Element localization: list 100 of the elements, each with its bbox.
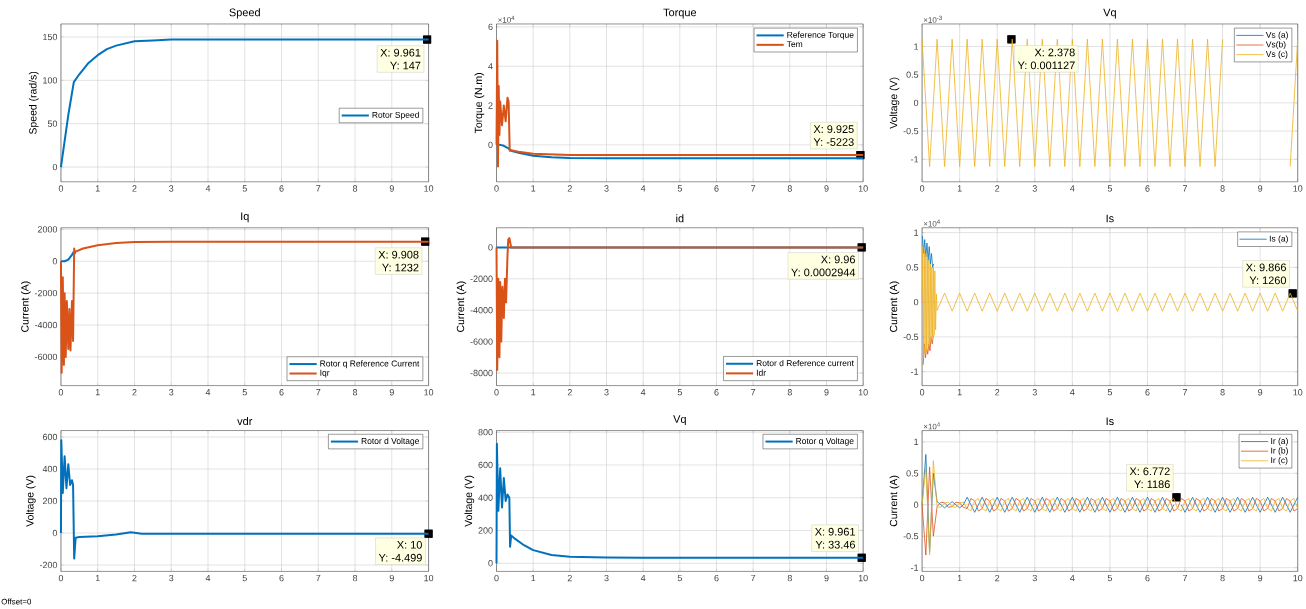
y-tick-label: 0	[488, 141, 493, 148]
x-tick-label: 6	[714, 574, 719, 582]
chart-title: id	[676, 214, 684, 223]
x-tick-label: 7	[316, 185, 321, 192]
x-tick-label: 3	[604, 388, 609, 396]
x-tick-label: 8	[1220, 388, 1225, 396]
chart-title: Iq	[241, 212, 249, 223]
y-tick-label: 600	[42, 433, 58, 440]
annotation: Y: 147	[390, 61, 421, 70]
x-tick-label: 10	[858, 574, 868, 582]
x-tick-label: 6	[279, 185, 284, 192]
x-tick-label: 7	[751, 574, 756, 581]
x-tick-label: 10	[424, 185, 434, 192]
x-tick-label: 0	[919, 185, 925, 192]
y-tick-label: 0	[52, 257, 58, 265]
y-tick-label: -0.5	[903, 532, 919, 540]
x-tick-label: 4	[640, 185, 646, 192]
y-tick-label: -6000	[470, 338, 493, 345]
x-tick-label: 9	[389, 388, 394, 396]
legend-label: Ir (c)	[1271, 456, 1288, 465]
annotation: Y: 1232	[382, 263, 419, 272]
y-tick-label: 200	[478, 527, 493, 534]
annotation: X: 9.925	[813, 125, 854, 133]
y-tick-label: -0.5	[903, 127, 919, 135]
x-tick-label: 3	[169, 185, 174, 192]
annotation: X: 9.961	[814, 527, 855, 536]
x-tick-label: 10	[1293, 574, 1303, 582]
y-tick-label: -4000	[470, 306, 493, 314]
x-tick-label: 10	[424, 388, 434, 396]
y-tick-label: -6000	[34, 353, 58, 360]
annotation: Y: 1260	[1249, 276, 1287, 285]
y-tick-label: 0	[488, 244, 493, 251]
x-tick-label: 4	[640, 388, 646, 396]
y-tick-label: -1	[911, 368, 919, 375]
chart-title: vdr	[237, 416, 253, 425]
y-axis-title: Voltage (V)	[464, 475, 475, 527]
y-axis-title: Current (A)	[889, 281, 900, 332]
x-tick-label: 0	[494, 388, 499, 396]
chart-title: Torque	[663, 8, 697, 19]
y-tick-label: -2000	[34, 289, 58, 297]
x-tick-label: 1	[957, 574, 962, 581]
x-tick-label: 2	[567, 185, 572, 192]
x-tick-label: 6	[1145, 388, 1150, 396]
legend-label: Ir (a)	[1271, 437, 1288, 446]
x-tick-label: 0	[494, 574, 499, 582]
y-tick-label: 0	[52, 529, 58, 536]
y-tick-label: -1	[911, 564, 919, 571]
x-tick-label: 2	[567, 574, 572, 581]
x-tick-label: 8	[1220, 574, 1225, 582]
y-tick-label: -4000	[34, 321, 58, 328]
y-tick-label: -8000	[470, 369, 493, 377]
x-tick-label: 1	[957, 185, 962, 192]
x-tick-label: 9	[824, 185, 829, 192]
x-tick-label: 10	[1293, 185, 1303, 192]
x-tick-label: 6	[714, 185, 719, 192]
chart-title: Is	[1106, 214, 1114, 223]
x-tick-label: 5	[677, 574, 682, 581]
x-tick-label: 8	[787, 574, 792, 582]
x-tick-label: 2	[995, 574, 1000, 581]
x-tick-label: 0	[919, 388, 925, 396]
annotation: Y: -4.499	[378, 553, 422, 562]
y-tick-label: 0	[913, 501, 919, 508]
x-tick-label: 2	[132, 388, 137, 396]
x-tick-label: 7	[1182, 574, 1188, 581]
x-tick-label: 5	[677, 185, 682, 192]
x-tick-label: 1	[95, 388, 100, 396]
x-tick-label: 1	[531, 574, 536, 581]
chart-title: Vq	[673, 415, 686, 425]
x-tick-label: 2	[132, 185, 137, 192]
x-tick-label: 3	[169, 388, 174, 396]
y-tick-label: 400	[478, 494, 493, 501]
y-tick-label: 0	[52, 163, 58, 171]
legend-label: Reference Torque	[787, 31, 854, 40]
x-tick-label: 3	[604, 185, 609, 192]
x-tick-label: 7	[1182, 388, 1188, 396]
x-tick-label: 7	[751, 388, 756, 396]
y-tick-label: 100	[43, 76, 58, 84]
annotation: X: 9.961	[380, 48, 421, 57]
x-tick-label: 9	[1258, 388, 1263, 396]
x-tick-label: 6	[279, 388, 284, 396]
legend-label: Rotor Speed	[372, 111, 419, 120]
x-tick-label: 5	[677, 388, 682, 396]
legend-label: Rotor q Voltage	[796, 437, 854, 446]
x-tick-label: 4	[205, 388, 211, 396]
y-tick-label: 0	[913, 99, 919, 106]
x-tick-label: 7	[751, 185, 756, 192]
x-tick-label: 1	[95, 574, 100, 581]
x-tick-label: 0	[919, 574, 925, 582]
x-tick-label: 8	[787, 185, 792, 192]
x-tick-label: 10	[424, 574, 434, 582]
y-tick-label: 2	[488, 102, 493, 109]
y-tick-label: 1	[914, 43, 919, 50]
chart-title: Vq	[1103, 8, 1116, 19]
y-tick-label: 800	[478, 428, 493, 436]
legend-label: Vs(b)	[1265, 41, 1286, 49]
annotation: Y: 33.46	[815, 540, 856, 549]
y-tick-label: 150	[43, 33, 58, 40]
y-tick-label: 400	[42, 465, 58, 472]
x-tick-label: 3	[604, 574, 609, 582]
y-tick-label: 1	[914, 229, 919, 236]
